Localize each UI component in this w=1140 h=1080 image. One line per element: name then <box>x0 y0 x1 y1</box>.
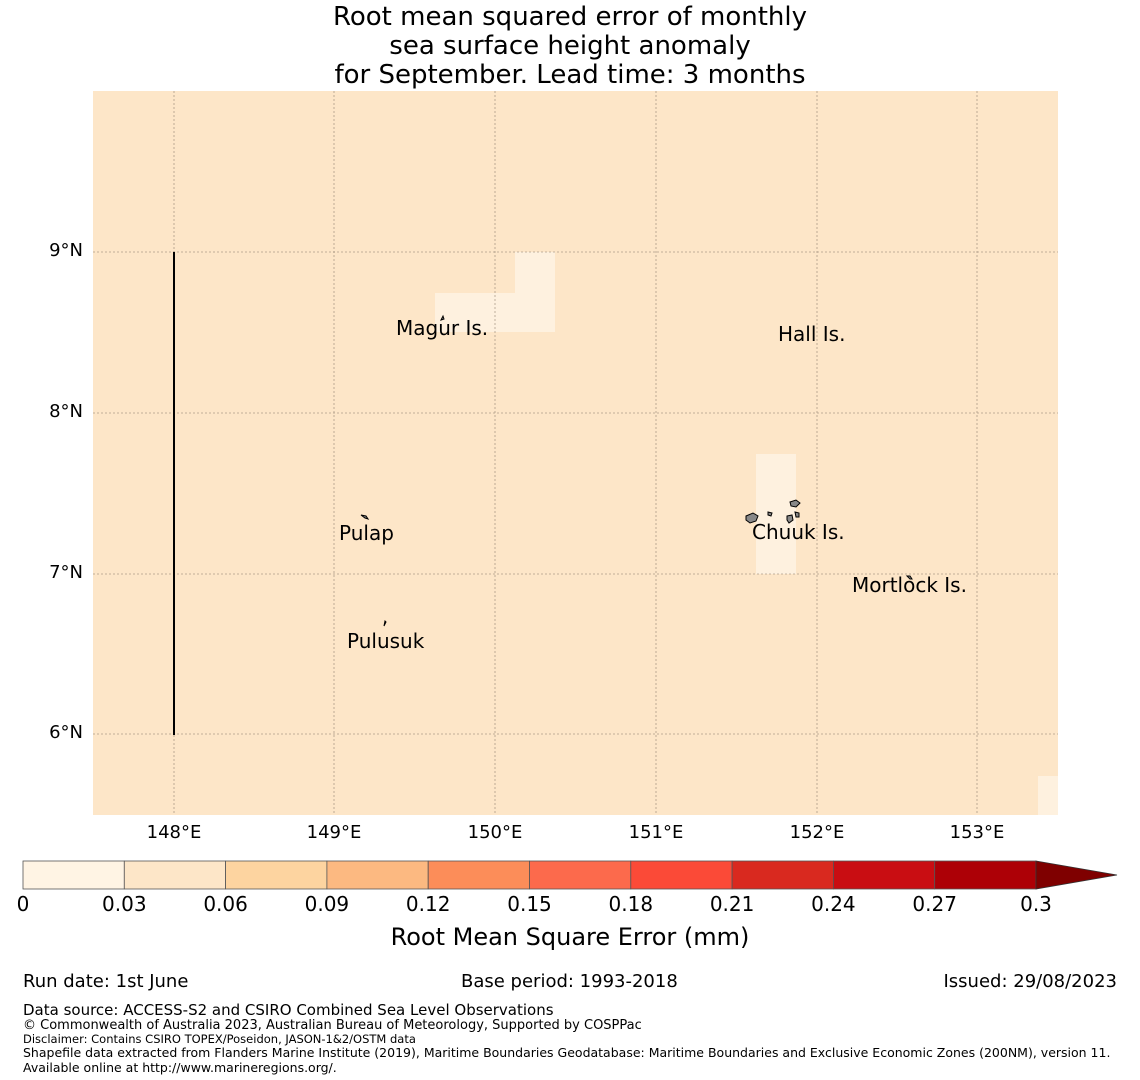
colorbar-tick-label: 0.3 <box>1020 892 1052 916</box>
colorbar-segment <box>630 860 733 890</box>
low-error-patch-magur <box>435 252 555 332</box>
magur-island <box>440 314 445 321</box>
colorbar-segment <box>326 860 429 890</box>
pulusuk-island <box>383 619 387 627</box>
colorbar-tick-label: 0.12 <box>405 892 451 916</box>
colorbar-segment <box>225 860 328 890</box>
colorbar-extend-arrow <box>1035 860 1118 890</box>
place-label-chuuk: Chuuk Is. <box>752 520 845 544</box>
colorbar-segment <box>22 860 125 890</box>
title-line-3: for September. Lead time: 3 months <box>334 60 806 90</box>
chuuk-island-west <box>745 512 759 524</box>
lon-label-151e: 151°E <box>628 822 684 843</box>
place-label-pulusuk: Pulusuk <box>347 629 425 653</box>
colorbar-tick-label: 0.18 <box>608 892 654 916</box>
colorbar-segment <box>427 860 530 890</box>
mortlock-island <box>905 575 913 580</box>
title-line-2: sea surface height anomaly <box>389 31 751 61</box>
lon-label-152e: 152°E <box>789 822 845 843</box>
low-error-patch-corner <box>1038 776 1058 815</box>
lat-label-6n: 6°N <box>49 722 83 743</box>
chuuk-island-east-3 <box>794 511 800 518</box>
footer-shapefile-credit: Shapefile data extracted from Flanders M… <box>23 1045 1111 1075</box>
colorbar-tick-label: 0.27 <box>912 892 957 916</box>
place-label-mortlock: Mortlock Is. <box>852 573 967 597</box>
colorbar-segment <box>934 860 1037 890</box>
chart-title: Root mean squared error of monthly sea s… <box>0 3 1140 90</box>
footer-disclaimer: Disclaimer: Contains CSIRO TOPEX/Poseido… <box>23 1032 416 1046</box>
footer-data-source: Data source: ACCESS-S2 and CSIRO Combine… <box>23 1001 554 1019</box>
colorbar-segments <box>22 860 1037 890</box>
lon-label-149e: 149°E <box>306 822 362 843</box>
lat-label-8n: 8°N <box>49 401 83 422</box>
colorbar-tick-label: 0.03 <box>102 892 147 916</box>
colorbar-tick-label: 0.21 <box>709 892 755 916</box>
chuuk-island-east-2 <box>786 514 794 524</box>
place-label-hall: Hall Is. <box>778 322 846 346</box>
island-shapes <box>360 314 913 627</box>
colorbar-label: Root Mean Square Error (mm) <box>390 923 750 951</box>
colorbar-tick-label: 0 <box>16 892 30 916</box>
run-date: Run date: 1st June <box>23 971 189 992</box>
low-error-patch-chuuk <box>756 454 796 574</box>
footer: Data source: ACCESS-S2 and CSIRO Combine… <box>23 1001 1135 1075</box>
colorbar-tick-label: 0.06 <box>203 892 248 916</box>
lon-label-148e: 148°E <box>146 822 202 843</box>
colorbar-tick-label: 0.09 <box>304 892 350 916</box>
place-label-magur: Magur Is. <box>396 316 489 340</box>
chuuk-island-mid <box>767 511 773 517</box>
colorbar-segment <box>833 860 936 890</box>
colorbar-tick-label: 0.24 <box>811 892 856 916</box>
chuuk-island-east-1 <box>789 499 801 508</box>
lon-label-153e: 153°E <box>949 822 1005 843</box>
lat-label-9n: 9°N <box>49 240 83 261</box>
colorbar-segment <box>529 860 632 890</box>
lat-label-7n: 7°N <box>49 562 83 583</box>
title-line-1: Root mean squared error of monthly <box>332 2 808 32</box>
pulap-island <box>360 514 370 520</box>
base-period: Base period: 1993-2018 <box>461 971 678 992</box>
lon-label-150e: 150°E <box>467 822 523 843</box>
issued-date: Issued: 29/08/2023 <box>943 971 1117 992</box>
colorbar-tick-label: 0.15 <box>507 892 552 916</box>
map-background <box>93 91 1058 815</box>
place-label-pulap: Pulap <box>339 521 394 545</box>
colorbar-segment <box>123 860 227 890</box>
colorbar-segment <box>731 860 834 890</box>
footer-copyright: © Commonwealth of Australia 2023, Austra… <box>23 1018 642 1033</box>
